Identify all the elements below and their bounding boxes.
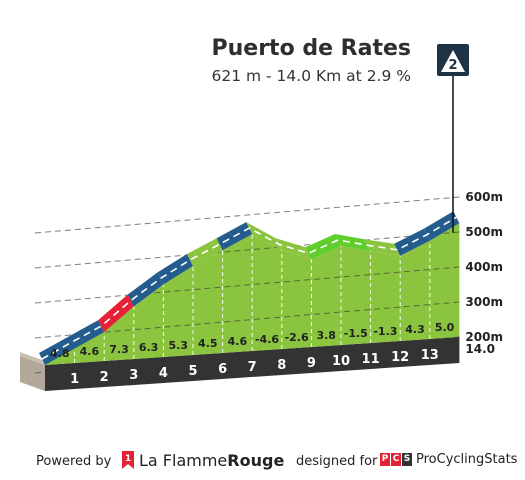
pcs-letter-p: P [380, 453, 390, 466]
km-tick-label: 9 [307, 356, 316, 371]
km-tick-label: 1 [70, 372, 79, 387]
km-tick-label: 5 [188, 364, 197, 379]
elevation-gridline [34, 231, 460, 269]
surface-segment [394, 228, 430, 256]
mountain-icon [441, 50, 465, 72]
elevation-tick-label: 200m [465, 330, 503, 344]
category-badge-number: 2 [448, 58, 457, 73]
elevation-tick-label: 600m [465, 190, 503, 204]
end-distance-label: 14.0 [465, 342, 495, 356]
climb-stats: 621 m - 14.0 Km at 2.9 % [211, 67, 412, 85]
km-tick-label: 11 [362, 352, 380, 367]
brand-name-first: La Flamme [139, 450, 228, 470]
segment-gradient-label: 6.3 [139, 341, 159, 354]
km-tick-label: 4 [159, 366, 168, 381]
elevation-gridline [34, 301, 460, 339]
powered-by-label: Powered by [36, 454, 112, 469]
km-tick-label: 2 [100, 370, 109, 385]
profile-base-bar [45, 337, 460, 391]
km-tick-label: 8 [277, 358, 286, 373]
svg-text:1: 1 [125, 454, 131, 464]
segment-gradient-label: 5.0 [435, 321, 455, 334]
km-tick-label: 12 [391, 350, 409, 365]
surface-segment [275, 238, 312, 260]
brand-name-second: Rouge [227, 450, 285, 470]
pcs-letter-s: S [402, 453, 412, 466]
km-tick-label: 6 [218, 362, 227, 377]
pcs-letter-c: C [391, 453, 401, 466]
elevation-tick-label: 300m [465, 295, 503, 309]
segment-gradient-label: -2.6 [285, 331, 309, 344]
surface-centre-line [41, 216, 457, 360]
elevation-tick-label: 400m [465, 260, 503, 274]
procyclingstats-name: ProCyclingStats [416, 452, 518, 467]
segment-gradient-label: 7.3 [109, 343, 129, 356]
la-flamme-rouge-logo[interactable]: 1 La FlammeRouge [120, 450, 284, 470]
elevation-gridline [34, 336, 460, 374]
elevation-gridline [34, 266, 460, 304]
surface-segment [246, 222, 282, 251]
km-tick-label: 7 [248, 360, 257, 375]
climb-title: Puerto de Rates [211, 36, 412, 61]
profile-left-top-face [20, 352, 45, 365]
segment-gradient-label: 4.5 [198, 337, 218, 350]
profile-left-face [20, 356, 45, 391]
surface-segment [423, 211, 460, 241]
segment-gradient-label: 4.3 [405, 323, 425, 336]
elevation-gridline [34, 196, 460, 234]
designed-for-label: designed for [296, 454, 378, 469]
km-tick-label: 3 [129, 368, 138, 383]
km-tick-label: 13 [421, 348, 439, 363]
segment-gradient-label: -4.6 [255, 333, 279, 346]
segment-gradient-label: -1.5 [344, 327, 368, 340]
surface-segment [39, 320, 105, 365]
segment-gradient-label: -1.3 [373, 325, 397, 338]
pcs-icon: P C S [380, 453, 412, 466]
km-tick-label: 10 [332, 354, 350, 369]
segment-gradient-label: 3.8 [316, 329, 336, 342]
flamme-rouge-icon: 1 [122, 451, 134, 469]
segment-gradient-label: 4.8 [50, 347, 70, 360]
elevation-tick-label: 500m [465, 225, 503, 239]
procyclingstats-logo[interactable]: P C S ProCyclingStats [380, 452, 517, 467]
surface-segment [335, 234, 371, 252]
segment-gradient-label: 4.6 [80, 345, 100, 358]
segment-gradient-label: 4.6 [228, 335, 248, 348]
segment-gradient-label: 5.3 [168, 339, 188, 352]
